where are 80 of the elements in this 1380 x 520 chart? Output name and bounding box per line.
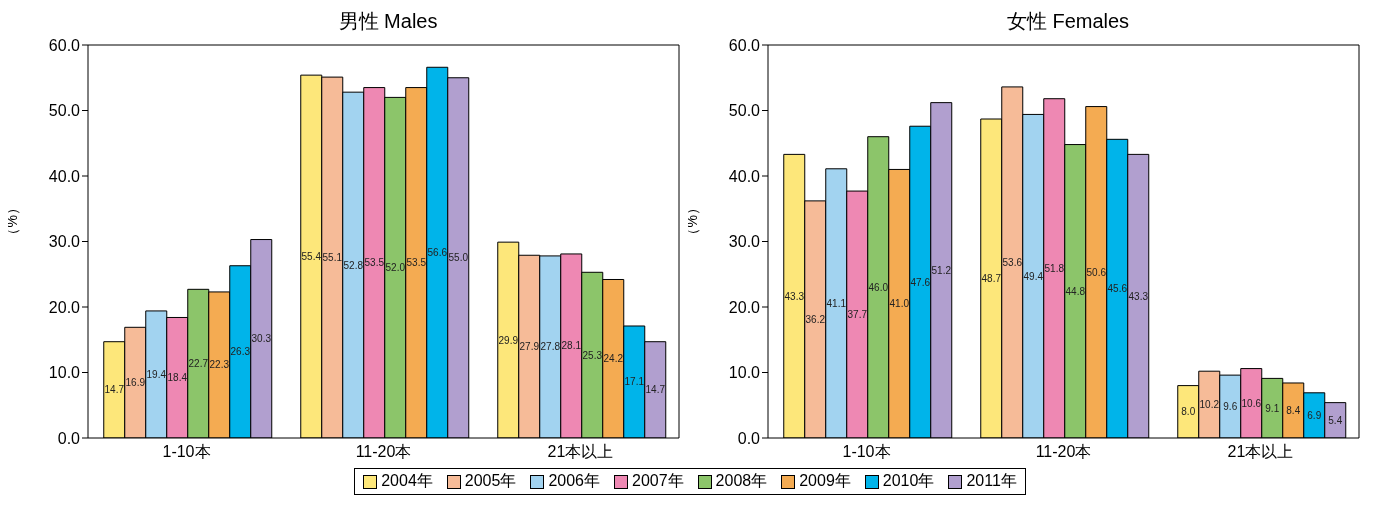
- chart-title: 男性 Males: [337, 9, 439, 34]
- legend-label: 2005年: [464, 471, 517, 491]
- y-tick-label: 60.0: [728, 36, 761, 54]
- data-label: 9.6: [1223, 401, 1238, 413]
- x-tick-label: 11-20本: [355, 443, 412, 461]
- y-tick-label: 20.0: [48, 298, 81, 316]
- data-label: 30.3: [251, 333, 272, 345]
- data-label: 29.9: [498, 334, 519, 346]
- data-label: 49.4: [1023, 270, 1044, 282]
- x-tick-label: 11-20本: [1035, 443, 1092, 461]
- data-label: 53.5: [406, 257, 427, 269]
- data-label: 55.0: [448, 252, 469, 264]
- y-tick-label: 30.0: [728, 233, 761, 251]
- data-label: 37.7: [847, 309, 868, 321]
- data-label: 52.0: [385, 262, 406, 274]
- data-label: 51.8: [1044, 262, 1065, 274]
- data-label: 56.6: [427, 247, 448, 259]
- y-tick-label: 0.0: [737, 429, 761, 447]
- x-tick-label: 21本以上: [547, 443, 614, 461]
- data-label: 55.4: [301, 251, 322, 263]
- y-tick-label: 30.0: [48, 233, 81, 251]
- data-label: 41.1: [826, 297, 847, 309]
- data-label: 22.3: [209, 359, 230, 371]
- data-label: 17.1: [624, 376, 645, 388]
- y-tick-label: 10.0: [728, 364, 761, 382]
- data-label: 8.0: [1181, 406, 1196, 418]
- legend-label: 2008年: [715, 471, 768, 491]
- data-label: 46.0: [868, 281, 889, 293]
- chart-title: 女性 Females: [1005, 9, 1131, 34]
- x-tick-label: 21本以上: [1227, 443, 1294, 461]
- data-label: 53.5: [364, 257, 385, 269]
- data-label: 28.1: [561, 340, 582, 352]
- data-label: 27.8: [540, 341, 561, 353]
- data-label: 44.8: [1065, 285, 1086, 297]
- data-label: 26.3: [230, 346, 251, 358]
- data-label: 45.6: [1107, 283, 1128, 295]
- data-label: 14.7: [645, 384, 666, 396]
- data-label: 47.6: [910, 276, 931, 288]
- data-label: 36.2: [805, 313, 826, 325]
- legend-label: 2006年: [548, 471, 600, 491]
- data-label: 25.3: [582, 349, 603, 361]
- data-label: 8.4: [1286, 404, 1301, 416]
- data-label: 55.1: [322, 252, 343, 264]
- data-label: 10.2: [1199, 399, 1220, 411]
- data-label: 5.4: [1328, 414, 1343, 426]
- data-label: 18.4: [167, 372, 188, 384]
- x-tick-label: 1-10本: [842, 443, 891, 461]
- data-label: 10.6: [1241, 397, 1262, 409]
- y-axis-title: （%）: [683, 201, 700, 242]
- legend-label: 2004年: [381, 471, 433, 491]
- legend-label: 2009年: [799, 471, 851, 491]
- y-tick-label: 20.0: [728, 298, 761, 316]
- data-label: 14.7: [104, 384, 125, 396]
- y-tick-label: 40.0: [728, 167, 761, 185]
- y-axis-title: （%）: [3, 201, 20, 242]
- data-label: 43.3: [1128, 290, 1149, 302]
- legend-label: 2007年: [632, 471, 684, 491]
- y-tick-label: 0.0: [57, 429, 81, 447]
- data-label: 9.1: [1265, 402, 1280, 414]
- data-label: 27.9: [519, 341, 540, 353]
- legend-label: 2011年: [966, 471, 1017, 491]
- data-label: 48.7: [981, 273, 1002, 285]
- legend-label: 2010年: [882, 471, 935, 491]
- data-label: 22.7: [188, 358, 209, 370]
- data-label: 52.8: [343, 259, 364, 271]
- data-label: 50.6: [1086, 266, 1107, 278]
- x-tick-label: 1-10本: [162, 443, 211, 461]
- data-label: 19.4: [146, 368, 167, 380]
- y-tick-label: 50.0: [728, 102, 761, 120]
- data-label: 16.9: [125, 377, 146, 389]
- data-label: 43.3: [784, 290, 805, 302]
- data-label: 53.6: [1002, 256, 1023, 268]
- data-label: 41.0: [889, 298, 910, 310]
- y-tick-label: 60.0: [48, 36, 81, 54]
- data-label: 24.2: [603, 353, 624, 365]
- data-label: 51.2: [931, 264, 952, 276]
- data-label: 6.9: [1307, 409, 1322, 421]
- y-tick-label: 50.0: [48, 102, 81, 120]
- y-tick-label: 40.0: [48, 167, 81, 185]
- y-tick-label: 10.0: [48, 364, 81, 382]
